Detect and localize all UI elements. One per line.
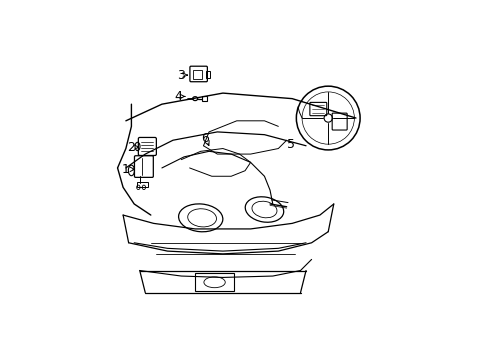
Text: 1: 1 (121, 163, 129, 176)
Bar (206, 71, 209, 78)
Bar (195, 273, 233, 291)
Text: 2: 2 (127, 141, 135, 154)
Bar (137, 183, 148, 187)
Text: 6: 6 (201, 132, 208, 145)
Text: 3: 3 (177, 68, 184, 82)
Text: 4: 4 (174, 90, 182, 103)
Bar (193, 70, 201, 79)
Text: 5: 5 (286, 138, 294, 151)
Bar (201, 96, 206, 101)
